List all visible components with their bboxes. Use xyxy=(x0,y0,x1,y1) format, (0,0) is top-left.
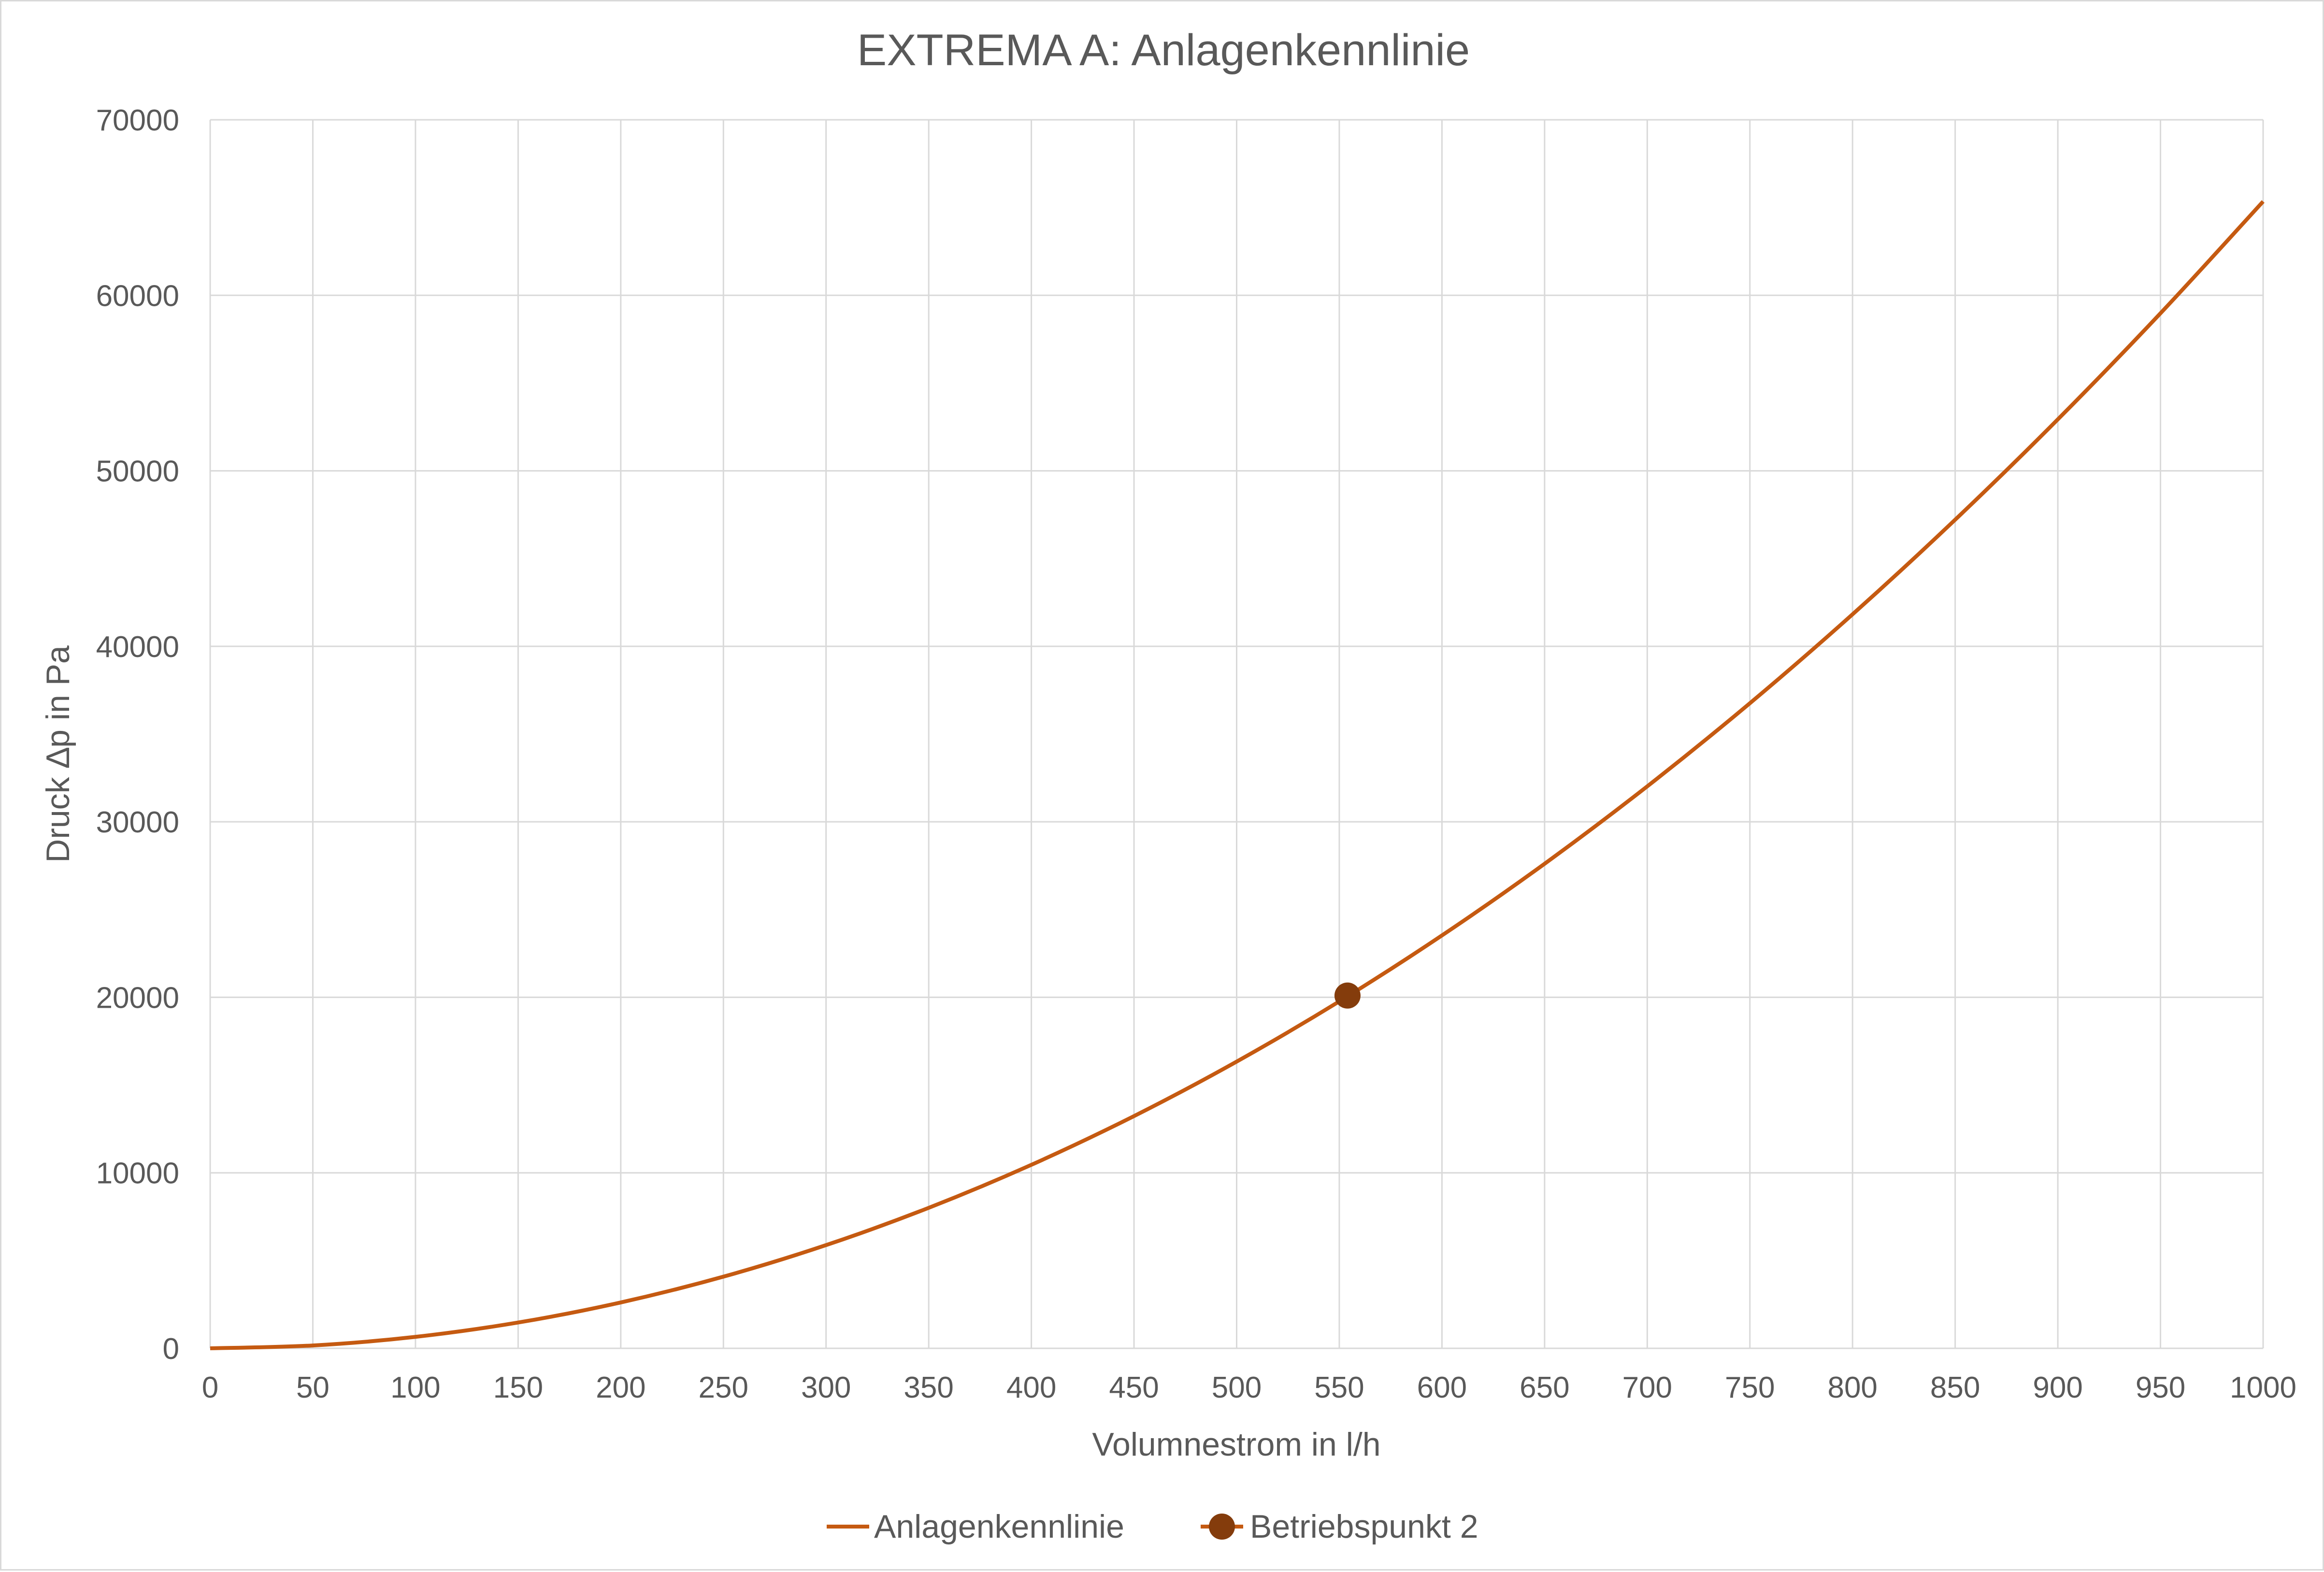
legend-label-betriebspunkt: Betriebspunkt 2 xyxy=(1250,1508,1478,1545)
x-axis-label: Volumnestrom in l/h xyxy=(1092,1426,1380,1463)
x-tick-label: 850 xyxy=(1930,1371,1980,1404)
x-tick-label: 50 xyxy=(296,1371,330,1404)
x-tick-label: 900 xyxy=(2033,1371,2082,1404)
x-tick-label: 950 xyxy=(2136,1371,2185,1404)
x-tick-label: 300 xyxy=(801,1371,851,1404)
grid-layer xyxy=(209,119,2264,1349)
x-tick-label: 600 xyxy=(1417,1371,1467,1404)
legend: Anlagenkennlinie Betriebspunkt 2 xyxy=(827,1508,1478,1545)
y-tick-label: 20000 xyxy=(96,981,179,1015)
x-tick-label: 1000 xyxy=(2230,1371,2296,1404)
y-tick-label: 10000 xyxy=(96,1157,179,1190)
x-tick-label: 150 xyxy=(493,1371,543,1404)
x-tick-label: 100 xyxy=(390,1371,440,1404)
tick-layer: 0 50 100 150 200 250 300 350 400 450 500 550 600 650 7… xyxy=(96,104,2296,1404)
x-tick-label: 550 xyxy=(1314,1371,1364,1404)
x-tick-label: 650 xyxy=(1520,1371,1569,1404)
x-tick-label: 0 xyxy=(202,1371,218,1404)
x-tick-label: 350 xyxy=(904,1371,953,1404)
y-tick-label: 30000 xyxy=(96,806,179,839)
x-tick-label: 800 xyxy=(1827,1371,1877,1404)
y-tick-label: 60000 xyxy=(96,279,179,313)
x-tick-label: 700 xyxy=(1622,1371,1672,1404)
y-tick-label: 70000 xyxy=(96,104,179,137)
y-tick-label: 50000 xyxy=(96,455,179,488)
x-tick-label: 750 xyxy=(1725,1371,1775,1404)
y-tick-label: 40000 xyxy=(96,630,179,664)
legend-marker-betriebspunkt xyxy=(1209,1514,1235,1540)
y-axis-label: Druck ∆p in Pa xyxy=(40,645,76,863)
series-layer xyxy=(210,200,2265,1350)
legend-label-anlagenkennlinie: Anlagenkennlinie xyxy=(874,1508,1124,1545)
x-tick-label: 200 xyxy=(596,1371,646,1404)
x-tick-label: 400 xyxy=(1006,1371,1056,1404)
data-point-betriebspunkt xyxy=(1334,982,1361,1009)
x-tick-label: 500 xyxy=(1212,1371,1262,1404)
chart-title: EXTREMA A: Anlagenkennlinie xyxy=(857,26,1470,75)
x-tick-label: 250 xyxy=(699,1371,748,1404)
series-line-anlagenkennlinie xyxy=(210,200,2265,1350)
x-tick-label: 450 xyxy=(1109,1371,1159,1404)
y-tick-label: 0 xyxy=(163,1332,179,1366)
